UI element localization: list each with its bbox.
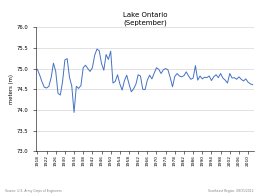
Title: Lake Ontario
(September): Lake Ontario (September) xyxy=(123,12,167,26)
Y-axis label: meters (m): meters (m) xyxy=(9,74,14,104)
Text: Southeast Region, 08/31/2012: Southeast Region, 08/31/2012 xyxy=(208,189,254,193)
Text: Source: U.S. Army Corps of Engineers: Source: U.S. Army Corps of Engineers xyxy=(5,189,62,193)
